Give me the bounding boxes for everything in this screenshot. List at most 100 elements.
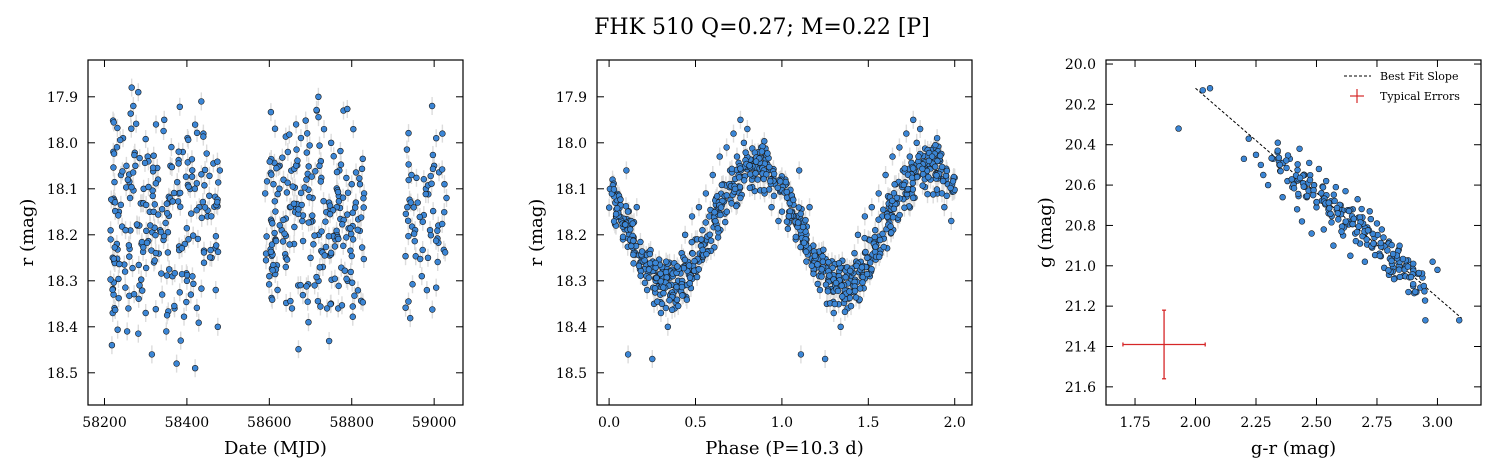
data-point — [195, 319, 202, 326]
data-point — [617, 196, 624, 203]
data-point — [890, 190, 898, 197]
data-point — [110, 119, 117, 126]
data-point — [1303, 192, 1311, 200]
data-point — [262, 257, 270, 264]
data-point — [280, 216, 287, 224]
data-point — [1306, 176, 1314, 184]
data-point — [876, 236, 884, 244]
data-point — [441, 208, 448, 216]
data-point — [180, 313, 188, 320]
data-point — [432, 237, 440, 244]
data-point — [913, 139, 920, 147]
data-point — [1422, 317, 1429, 324]
legend-fit-label: Best Fit Slope — [1380, 70, 1458, 83]
data-point — [932, 163, 939, 170]
data-point — [198, 98, 205, 105]
data-point — [889, 214, 897, 221]
data-point — [938, 163, 946, 171]
data-point — [263, 178, 271, 185]
data-point — [359, 155, 366, 163]
data-point — [1370, 240, 1377, 247]
data-point — [792, 233, 799, 241]
data-point — [723, 192, 730, 199]
data-point — [108, 342, 116, 349]
data-point — [948, 217, 955, 225]
data-point — [301, 184, 308, 191]
data-point — [686, 280, 693, 287]
data-point — [114, 124, 121, 132]
data-point — [284, 148, 292, 156]
data-point — [662, 258, 670, 265]
data-point — [272, 237, 280, 245]
data-point — [282, 263, 290, 271]
data-point — [337, 161, 345, 168]
data-point — [404, 204, 411, 211]
y-tick-label: 21.4 — [1065, 339, 1096, 355]
data-point — [713, 193, 721, 200]
data-point — [933, 172, 940, 179]
data-point — [298, 201, 305, 209]
data-point — [152, 231, 159, 239]
data-point — [288, 305, 296, 312]
data-point — [714, 225, 721, 232]
data-point — [335, 282, 342, 290]
data-point — [433, 135, 440, 142]
data-point — [933, 186, 941, 193]
data-point — [174, 178, 181, 186]
data-point — [163, 272, 171, 279]
data-point — [125, 305, 132, 312]
y-tick-label: 20.4 — [1065, 138, 1096, 154]
data-point — [334, 188, 342, 196]
data-point — [744, 125, 751, 133]
data-point — [731, 185, 739, 193]
data-point — [143, 239, 151, 247]
data-point — [880, 206, 887, 213]
data-point — [1407, 273, 1415, 281]
data-point — [1274, 147, 1281, 154]
data-point — [168, 143, 175, 151]
data-point — [323, 305, 331, 312]
x-tick-label: 0.5 — [684, 415, 706, 431]
data-point — [297, 134, 305, 142]
y-tick-label: 18.4 — [47, 320, 78, 336]
data-point — [136, 282, 143, 289]
data-point — [337, 147, 344, 155]
data-point — [637, 238, 644, 246]
data-point — [668, 306, 676, 314]
data-point — [427, 172, 434, 180]
data-point — [207, 246, 214, 254]
data-point — [135, 88, 142, 96]
data-point — [628, 242, 635, 250]
data-point — [215, 179, 222, 186]
data-point — [441, 181, 448, 188]
data-point — [818, 273, 825, 280]
y-axis-label: r (mag) — [17, 199, 38, 267]
data-point — [173, 360, 180, 367]
data-point — [854, 231, 862, 239]
data-point — [1377, 239, 1384, 247]
data-point — [111, 199, 119, 206]
data-point — [1264, 181, 1272, 189]
data-point — [653, 274, 660, 282]
data-point — [347, 247, 354, 254]
data-point — [183, 271, 191, 279]
data-point — [916, 125, 924, 133]
data-point — [299, 217, 306, 225]
data-point — [411, 237, 418, 245]
data-point — [322, 218, 329, 225]
data-point — [347, 268, 354, 276]
data-point — [890, 205, 898, 213]
data-point — [343, 234, 350, 241]
data-point — [438, 166, 446, 173]
data-point — [889, 153, 896, 160]
data-point — [1358, 205, 1365, 213]
data-point — [624, 351, 632, 358]
data-point — [326, 210, 334, 218]
data-point — [303, 283, 310, 290]
data-point — [1296, 145, 1303, 152]
data-point — [266, 158, 273, 165]
data-point — [797, 243, 804, 251]
data-point — [317, 303, 324, 310]
data-point — [630, 251, 637, 258]
data-point — [746, 162, 753, 169]
